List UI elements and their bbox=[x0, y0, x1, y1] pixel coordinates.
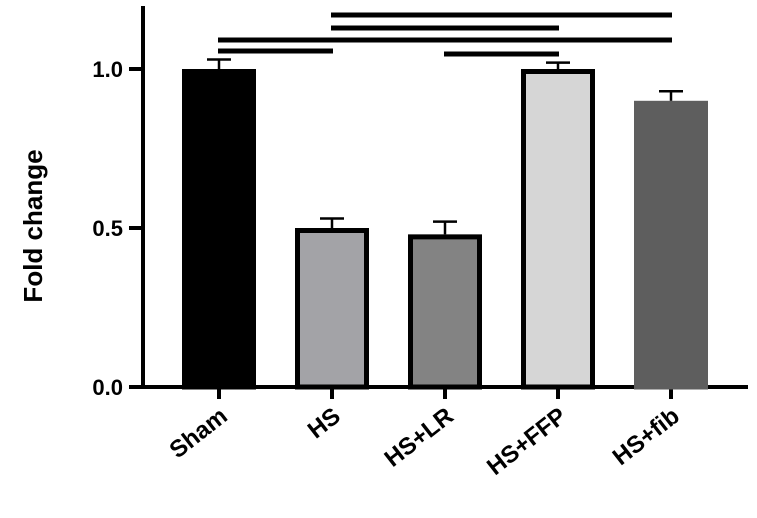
y-tick-label-1: 0.5 bbox=[92, 216, 123, 241]
bars bbox=[182, 69, 708, 390]
y-tick-labels: 0.0 0.5 1.0 bbox=[92, 57, 123, 400]
error-bars bbox=[207, 58, 683, 235]
x-tick-label-2: HS+LR bbox=[380, 402, 459, 472]
y-tick-label-2: 1.0 bbox=[92, 57, 123, 82]
x-tick-label-1: HS bbox=[303, 402, 346, 444]
y-tick-label-0: 0.0 bbox=[92, 375, 123, 400]
bar-sham bbox=[182, 69, 256, 390]
bar-hs-lr bbox=[408, 234, 482, 390]
bar-hs-ffp bbox=[521, 69, 595, 390]
x-tick-label-4: HS+fib bbox=[608, 402, 685, 470]
x-tick-label-3: HS+FFP bbox=[482, 402, 572, 480]
x-tick-labels: Sham HS HS+LR HS+FFP HS+fib bbox=[165, 402, 685, 480]
bar-hs bbox=[295, 228, 369, 390]
y-axis-label: Fold change bbox=[18, 149, 48, 302]
x-tick-label-0: Sham bbox=[165, 402, 233, 464]
bar-hs-fib bbox=[634, 100, 708, 390]
significance-brackets bbox=[218, 12, 672, 57]
